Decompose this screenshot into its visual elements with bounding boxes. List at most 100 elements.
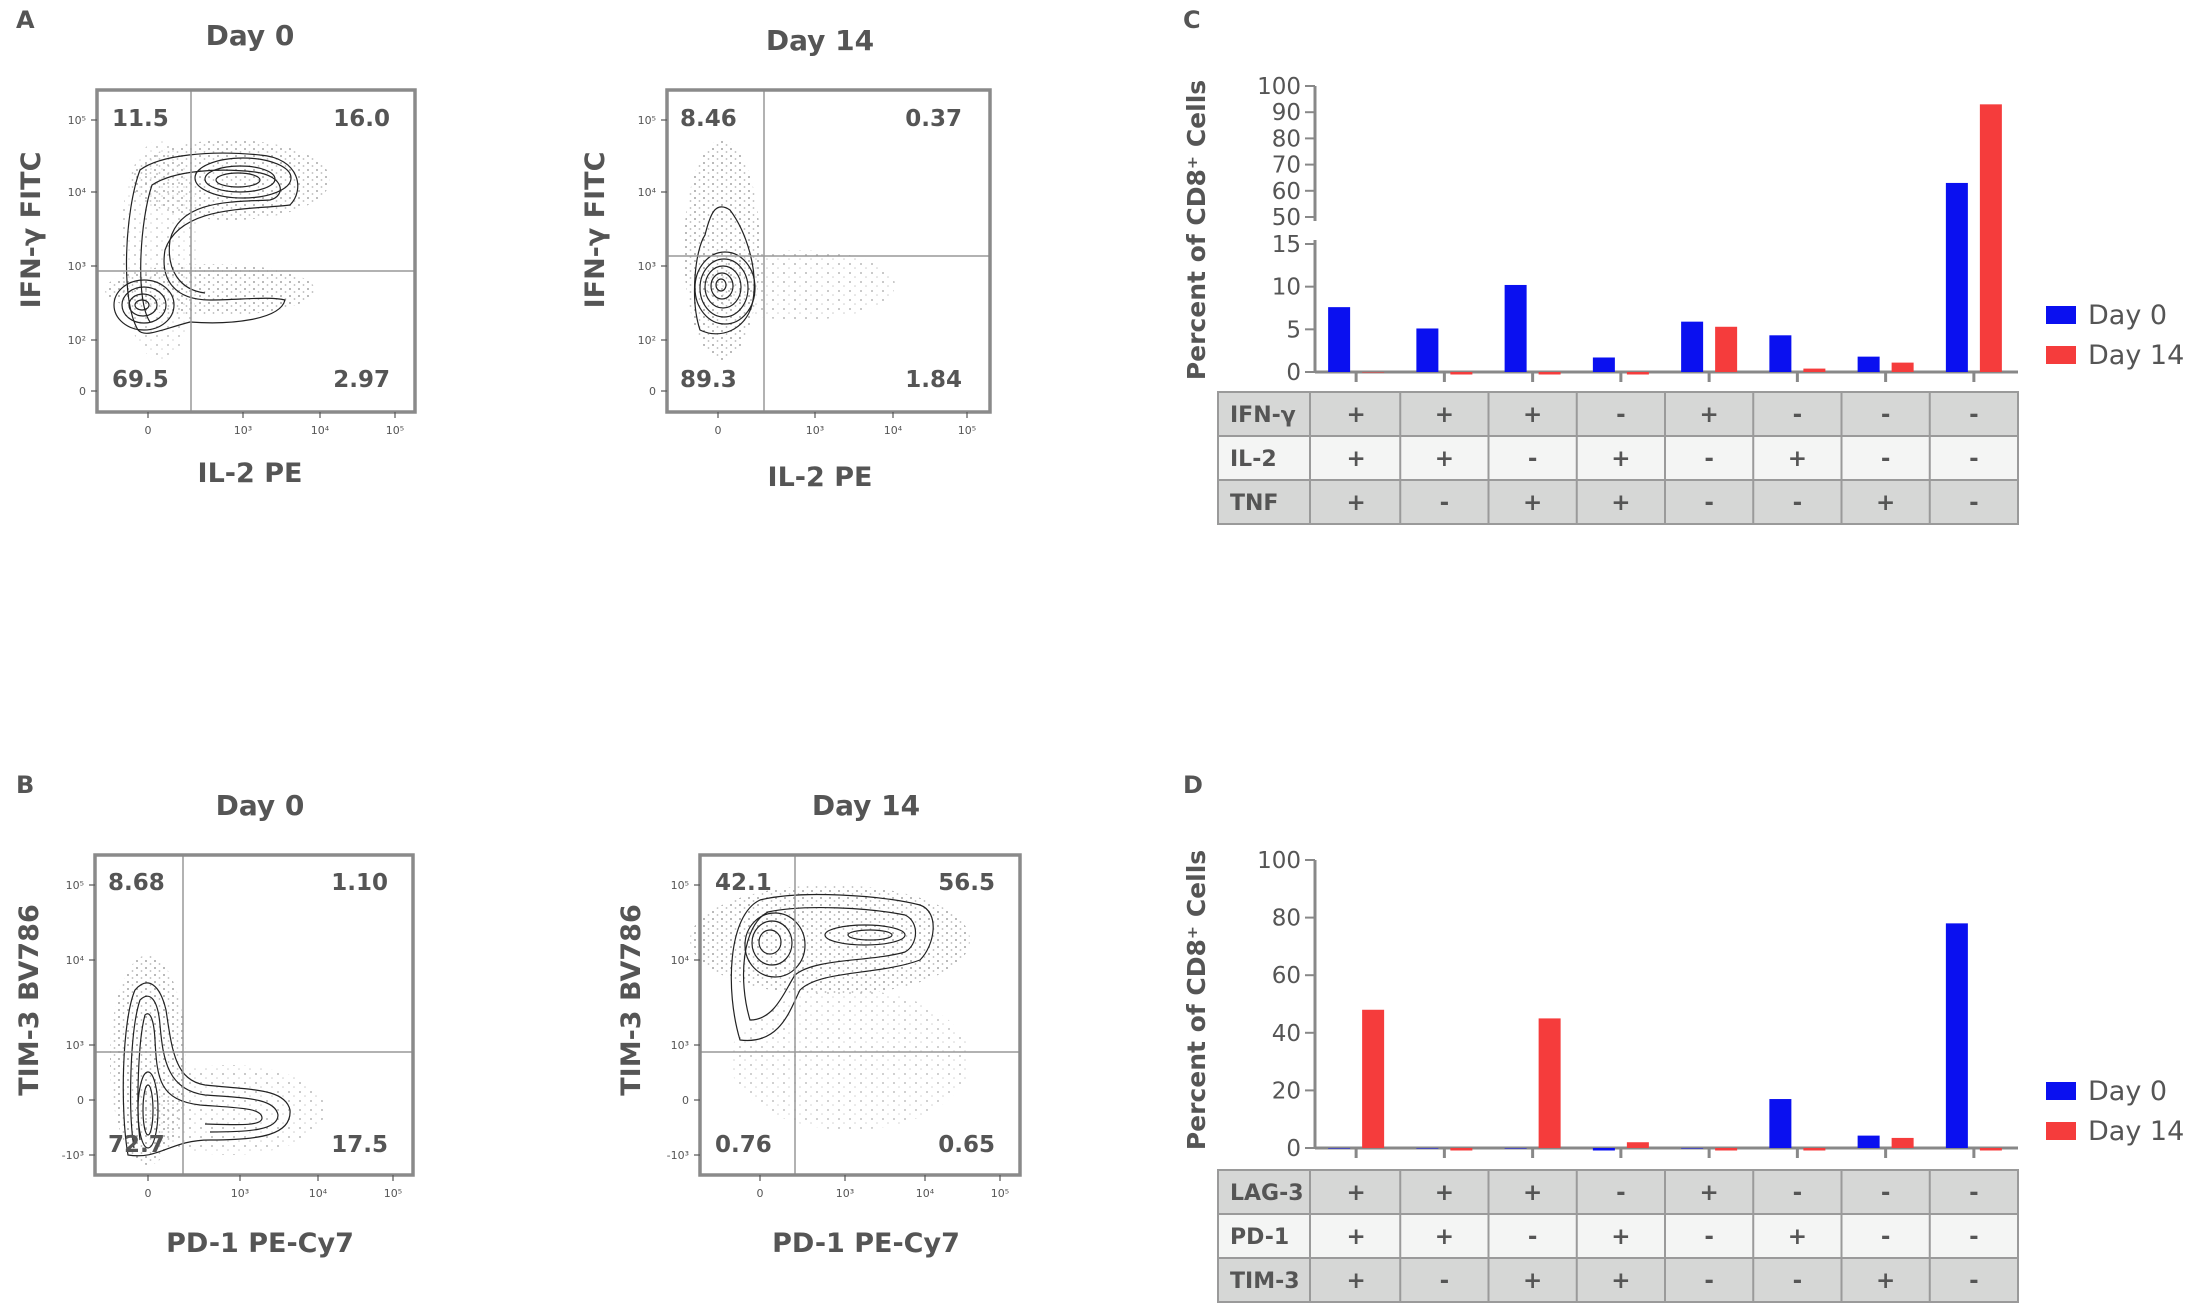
flow-plot-a2: Day 14 IFN-γ FITC IL-2 PE 8.46 0.37 89.3…	[580, 24, 992, 493]
table-cell: +	[1346, 1268, 1365, 1294]
panel-label-b: B	[16, 771, 34, 799]
bar-day-0	[1416, 1148, 1439, 1149]
table-cell: -	[1969, 1224, 1979, 1250]
y-tick-label: 40	[1272, 1021, 1301, 1047]
table-cell: +	[1523, 402, 1542, 428]
flow-plot-title: Day 0	[216, 789, 305, 822]
x-tick-label: 0	[145, 1187, 152, 1200]
table-cell: +	[1876, 1268, 1895, 1294]
bar-day-14	[1891, 1137, 1914, 1148]
table-row	[1217, 479, 2019, 525]
bar-day-0	[1681, 1148, 1704, 1149]
table-cell: +	[1435, 1224, 1454, 1250]
panel-label-a: A	[16, 6, 35, 34]
table-cell: -	[1528, 446, 1538, 472]
x-tick-label: 10⁴	[884, 424, 903, 437]
bar-day-14	[1450, 1148, 1473, 1151]
table-row-label: TNF	[1230, 491, 1278, 516]
table-cell: -	[1969, 446, 1979, 472]
table-cell: -	[1793, 1180, 1803, 1206]
y-tick-label: 100	[1257, 848, 1301, 874]
quadrant-ul-value: 42.1	[715, 870, 772, 896]
legend-swatch	[2046, 1122, 2076, 1140]
quadrant-ul-value: 8.68	[108, 870, 165, 896]
bar-day-14	[1362, 372, 1385, 373]
flow-plot-ylabel: IFN-γ FITC	[16, 152, 47, 309]
y-tick-label: 0	[77, 1094, 84, 1107]
y-tick-label: 10⁵	[671, 879, 689, 892]
bar-day-14	[1803, 368, 1826, 372]
quadrant-ll-value: 89.3	[680, 367, 737, 393]
legend-swatch	[2046, 306, 2076, 324]
table-cell: +	[1611, 446, 1630, 472]
x-tick-label: 10⁴	[309, 1187, 328, 1200]
y-tick-label: 10⁴	[638, 186, 657, 199]
table-cell: +	[1523, 1180, 1542, 1206]
flow-plot-ylabel: TIM-3 BV786	[14, 904, 45, 1095]
x-tick-label: 10³	[231, 1187, 249, 1200]
panel-label-c: C	[1183, 6, 1201, 34]
y-tick-label: 10³	[638, 260, 656, 273]
legend-swatch	[2046, 346, 2076, 364]
flow-plot-title: Day 14	[766, 24, 874, 57]
x-tick-label: 10³	[836, 1187, 854, 1200]
bar-day-0	[1328, 1148, 1351, 1149]
bar-day-14	[1803, 1148, 1826, 1151]
quadrant-ur-value: 1.10	[331, 870, 388, 896]
flow-plot-title: Day 0	[206, 19, 295, 52]
y-tick-label: 0	[79, 385, 86, 398]
table-cell: +	[1699, 402, 1718, 428]
y-tick-label: 0	[682, 1094, 689, 1107]
y-tick-label: 10⁵	[638, 114, 656, 127]
table-row	[1217, 435, 2019, 481]
y-tick-label: 80	[1272, 126, 1301, 152]
y-tick-label: 50	[1272, 205, 1301, 231]
y-tick-label: 15	[1272, 232, 1301, 258]
bar-day-0	[1592, 357, 1615, 372]
y-axis-label: Percent of CD8⁺ Cells	[1182, 850, 1211, 1150]
table-cell: -	[1969, 1268, 1979, 1294]
flow-plot-title: Day 14	[812, 789, 920, 822]
y-tick-label: -10³	[667, 1149, 689, 1162]
x-tick-label: 10⁵	[386, 424, 404, 437]
flow-plot-a1: Day 0 IFN-γ FITC IL-2 PE 11.5 16.0 69.5 …	[16, 19, 417, 489]
y-tick-label: 10	[1272, 275, 1301, 301]
flow-plot-xlabel: IL-2 PE	[768, 462, 873, 493]
bar-day-0	[1857, 356, 1880, 372]
bar-day-0	[1504, 284, 1527, 372]
table-cell: +	[1346, 490, 1365, 516]
bar-day-14	[1715, 1148, 1738, 1151]
table-cell: +	[1788, 446, 1807, 472]
y-tick-label: 10²	[68, 334, 86, 347]
table-cell: -	[1616, 1180, 1626, 1206]
flow-plot-xlabel: PD-1 PE-Cy7	[772, 1228, 960, 1259]
y-tick-label: 0	[1286, 1136, 1301, 1162]
bar-day-0	[1769, 1099, 1792, 1148]
y-tick-label: 10⁵	[66, 879, 84, 892]
flow-plot-ylabel: TIM-3 BV786	[616, 904, 647, 1095]
cell-density	[105, 140, 330, 360]
bar-day-0	[1416, 328, 1439, 372]
flow-plot-frame	[93, 853, 415, 1177]
quadrant-lr-value: 1.84	[905, 367, 962, 393]
y-tick-label: 0	[1286, 360, 1301, 386]
bar-day-14	[1979, 1148, 2002, 1151]
flow-plot-frame	[95, 88, 417, 414]
flow-plot-b2: Day 14 TIM-3 BV786 PD-1 PE-Cy7 42.1 56.5…	[616, 789, 1022, 1259]
table-cell: +	[1346, 402, 1365, 428]
table-cell: -	[1881, 446, 1891, 472]
quadrant-ur-value: 0.37	[905, 106, 962, 132]
y-tick-label: 10²	[638, 334, 656, 347]
table-cell: +	[1346, 1180, 1365, 1206]
bar-day-14	[1538, 1018, 1561, 1148]
bar-day-0	[1504, 1148, 1527, 1149]
table-cell: -	[1969, 490, 1979, 516]
table-cell: -	[1969, 1180, 1979, 1206]
table-cell: +	[1435, 1180, 1454, 1206]
legend-label: Day 0	[2088, 300, 2167, 331]
bar-day-14	[1626, 1142, 1649, 1148]
quadrant-lr-value: 2.97	[333, 367, 390, 393]
bar-day-14	[1891, 362, 1914, 372]
